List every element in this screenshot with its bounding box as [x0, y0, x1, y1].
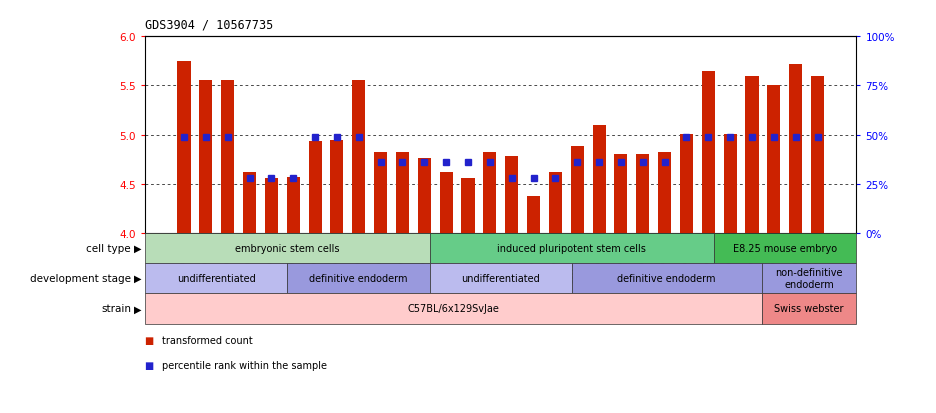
Bar — [352, 81, 365, 233]
Text: embryonic stem cells: embryonic stem cells — [235, 243, 340, 254]
Bar — [724, 134, 737, 233]
Bar — [243, 173, 256, 233]
Text: ▶: ▶ — [134, 243, 141, 254]
Bar — [592, 126, 606, 233]
Bar — [330, 140, 344, 233]
Bar — [417, 159, 431, 233]
Bar — [199, 81, 212, 233]
Text: undifferentiated: undifferentiated — [177, 273, 256, 284]
Bar — [286, 178, 300, 233]
Bar — [374, 153, 388, 233]
Bar — [505, 157, 519, 233]
Text: GDS3904 / 10567735: GDS3904 / 10567735 — [145, 19, 273, 31]
Text: ■: ■ — [145, 360, 157, 370]
Bar — [745, 76, 758, 233]
Bar — [614, 155, 627, 233]
Text: E8.25 mouse embryo: E8.25 mouse embryo — [733, 243, 838, 254]
Text: non-definitive
endoderm: non-definitive endoderm — [775, 268, 842, 290]
Text: Swiss webster: Swiss webster — [774, 304, 843, 314]
Bar — [811, 76, 824, 233]
Bar — [265, 178, 278, 233]
Text: induced pluripotent stem cells: induced pluripotent stem cells — [497, 243, 647, 254]
Bar — [548, 173, 562, 233]
Text: development stage: development stage — [30, 273, 131, 284]
Text: ▶: ▶ — [134, 273, 141, 284]
Text: definitive endoderm: definitive endoderm — [618, 273, 716, 284]
Bar — [658, 153, 671, 233]
Bar — [221, 81, 234, 233]
Text: definitive endoderm: definitive endoderm — [309, 273, 408, 284]
Bar — [309, 142, 322, 233]
Text: C57BL/6x129SvJae: C57BL/6x129SvJae — [407, 304, 499, 314]
Text: ■: ■ — [145, 335, 157, 345]
Text: cell type: cell type — [86, 243, 131, 254]
Bar — [178, 62, 191, 233]
Bar — [571, 147, 584, 233]
Bar — [636, 155, 650, 233]
Bar — [527, 196, 540, 233]
Text: ▶: ▶ — [134, 304, 141, 314]
Text: undifferentiated: undifferentiated — [461, 273, 540, 284]
Bar — [789, 64, 802, 233]
Text: percentile rank within the sample: percentile rank within the sample — [162, 360, 327, 370]
Bar — [461, 178, 475, 233]
Bar — [396, 153, 409, 233]
Bar — [680, 134, 693, 233]
Bar — [483, 153, 496, 233]
Bar — [768, 86, 781, 233]
Bar — [440, 173, 453, 233]
Text: transformed count: transformed count — [162, 335, 253, 345]
Text: strain: strain — [101, 304, 131, 314]
Bar — [702, 71, 715, 233]
